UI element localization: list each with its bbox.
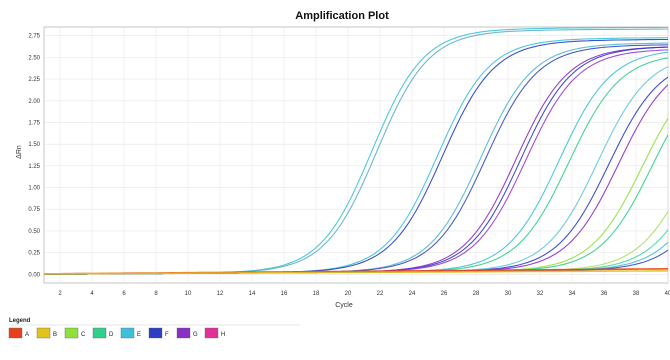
legend-title: Legend	[9, 318, 31, 324]
legend-label: B	[53, 332, 57, 338]
x-tick-label: 28	[473, 291, 480, 297]
legend-swatch-e	[121, 328, 134, 338]
x-tick-label: 32	[537, 291, 544, 297]
legend-label: H	[221, 332, 225, 338]
legend-swatch-a	[9, 328, 22, 338]
x-tick-label: 16	[281, 291, 288, 297]
y-tick-label: 0.50	[28, 229, 40, 235]
y-tick-label: 1.25	[28, 164, 40, 170]
y-tick-label: 2.25	[28, 77, 40, 83]
y-tick-label: 2.00	[28, 99, 40, 105]
x-tick-label: 20	[345, 291, 352, 297]
x-tick-label: 14	[249, 291, 256, 297]
legend-label: A	[25, 332, 29, 338]
x-tick-label: 10	[185, 291, 192, 297]
x-tick-label: 18	[313, 291, 320, 297]
legend-swatch-b	[37, 328, 50, 338]
plot-area	[44, 27, 668, 283]
y-tick-label: 1.00	[28, 186, 40, 192]
x-tick-label: 38	[633, 291, 640, 297]
y-tick-label: 0.75	[28, 207, 40, 213]
y-tick-label: 0.00	[28, 272, 40, 278]
y-tick-label: 1.50	[28, 142, 40, 148]
legend-swatch-c	[65, 328, 78, 338]
legend-swatch-f	[149, 328, 162, 338]
x-tick-label: 30	[505, 291, 512, 297]
legend-label: C	[81, 332, 86, 338]
y-axis-title: ΔRn	[16, 145, 23, 159]
y-tick-label: 2.75	[28, 34, 40, 40]
y-tick-label: 2.50	[28, 55, 40, 61]
x-tick-label: 40	[665, 291, 670, 297]
x-tick-label: 34	[569, 291, 576, 297]
x-tick-label: 36	[601, 291, 608, 297]
x-axis-title: Cycle	[335, 302, 353, 309]
legend-label: F	[165, 332, 169, 338]
legend-label: G	[193, 332, 198, 338]
y-tick-label: 1.75	[28, 120, 40, 126]
legend-swatch-d	[93, 328, 106, 338]
plot-frame	[44, 27, 668, 283]
chart-title: Amplification Plot	[295, 10, 389, 22]
y-tick-label: 0.25	[28, 251, 40, 257]
x-tick-label: 12	[217, 291, 224, 297]
legend-label: D	[109, 332, 114, 338]
x-tick-label: 24	[409, 291, 416, 297]
legend-swatch-g	[177, 328, 190, 338]
x-tick-label: 26	[441, 291, 448, 297]
x-tick-label: 22	[377, 291, 384, 297]
legend-swatch-h	[205, 328, 218, 338]
legend-label: E	[137, 332, 141, 338]
